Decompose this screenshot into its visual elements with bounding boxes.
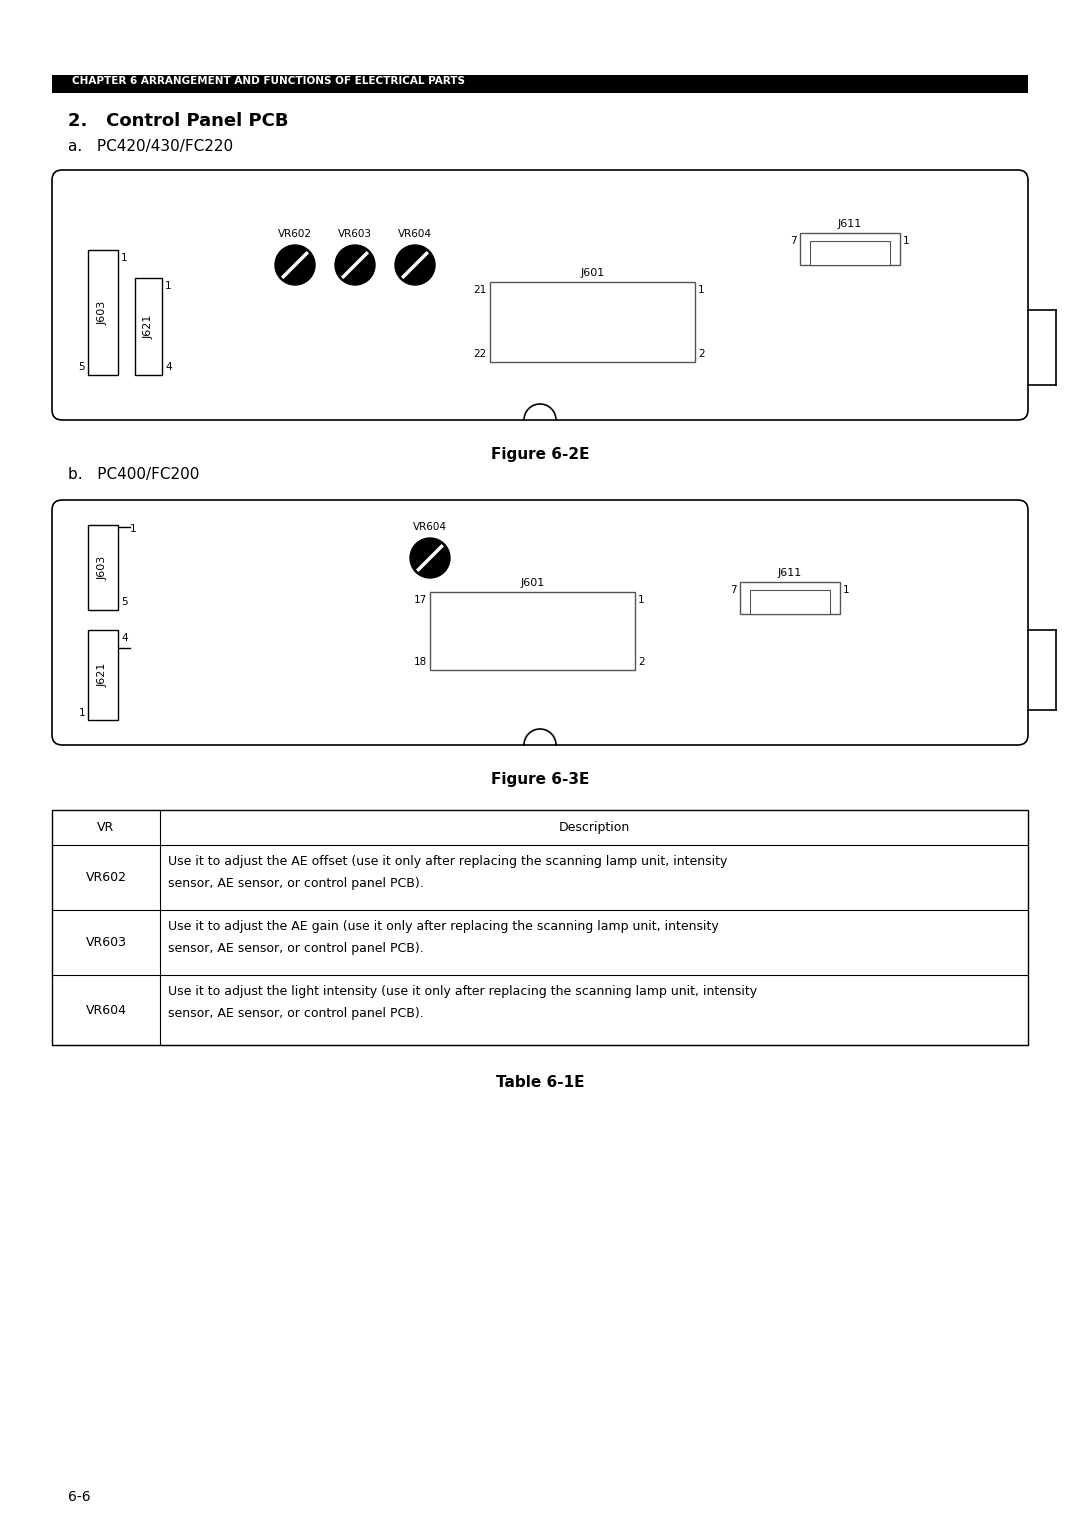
Text: 7: 7 (730, 585, 737, 594)
Text: Use it to adjust the AE gain (use it only after replacing the scanning lamp unit: Use it to adjust the AE gain (use it onl… (168, 920, 719, 934)
Circle shape (410, 538, 450, 578)
Text: 18: 18 (414, 657, 427, 668)
Circle shape (395, 244, 435, 286)
Text: VR604: VR604 (399, 229, 432, 238)
Text: 1: 1 (121, 254, 127, 263)
Text: VR: VR (97, 821, 114, 834)
Text: 1: 1 (130, 524, 137, 533)
Bar (740, 582, 840, 614)
Text: 1: 1 (903, 235, 909, 246)
Text: 17: 17 (414, 594, 427, 605)
FancyBboxPatch shape (52, 500, 1028, 746)
Text: a.   PC420/430/FC220: a. PC420/430/FC220 (68, 139, 233, 154)
Text: 5: 5 (121, 597, 127, 607)
Text: VR604: VR604 (85, 1004, 126, 1016)
Bar (800, 232, 900, 264)
Text: VR603: VR603 (338, 229, 372, 238)
Bar (135, 278, 162, 374)
Bar (87, 526, 118, 610)
Text: Table 6-1E: Table 6-1E (496, 1076, 584, 1089)
Bar (87, 251, 118, 374)
Text: 2: 2 (698, 348, 704, 359)
Text: 5: 5 (79, 362, 85, 371)
Text: CHAPTER 6 ARRANGEMENT AND FUNCTIONS OF ELECTRICAL PARTS: CHAPTER 6 ARRANGEMENT AND FUNCTIONS OF E… (72, 76, 465, 86)
Bar (87, 630, 118, 720)
Text: 2.   Control Panel PCB: 2. Control Panel PCB (68, 112, 288, 130)
FancyBboxPatch shape (52, 170, 1028, 420)
Text: J621: J621 (98, 663, 108, 688)
Text: 1: 1 (165, 281, 172, 290)
Text: VR603: VR603 (85, 937, 126, 949)
Text: J603: J603 (98, 301, 108, 324)
Bar (52, 810, 1028, 1045)
Text: sensor, AE sensor, or control panel PCB).: sensor, AE sensor, or control panel PCB)… (168, 877, 423, 889)
Bar (750, 590, 831, 614)
Text: sensor, AE sensor, or control panel PCB).: sensor, AE sensor, or control panel PCB)… (168, 941, 423, 955)
Text: 22: 22 (474, 348, 487, 359)
Text: Figure 6-2E: Figure 6-2E (490, 448, 590, 461)
Text: 2: 2 (638, 657, 645, 668)
Text: J621: J621 (144, 315, 153, 339)
Text: Description: Description (558, 821, 630, 834)
Text: 4: 4 (165, 362, 172, 371)
Text: 1: 1 (698, 286, 704, 295)
Text: 7: 7 (791, 235, 797, 246)
Circle shape (275, 244, 315, 286)
Text: J603: J603 (98, 555, 108, 579)
Text: J601: J601 (580, 267, 605, 278)
Text: VR602: VR602 (278, 229, 312, 238)
Text: VR604: VR604 (413, 523, 447, 532)
Bar (430, 591, 635, 669)
Text: Use it to adjust the AE offset (use it only after replacing the scanning lamp un: Use it to adjust the AE offset (use it o… (168, 856, 727, 868)
Text: Use it to adjust the light intensity (use it only after replacing the scanning l: Use it to adjust the light intensity (us… (168, 986, 757, 998)
Circle shape (335, 244, 375, 286)
Text: sensor, AE sensor, or control panel PCB).: sensor, AE sensor, or control panel PCB)… (168, 1007, 423, 1021)
Text: b.   PC400/FC200: b. PC400/FC200 (68, 468, 200, 481)
Bar (52, 75, 1028, 93)
Text: 1: 1 (638, 594, 645, 605)
Text: 6-6: 6-6 (68, 1490, 91, 1504)
Text: J611: J611 (838, 219, 862, 229)
Text: Figure 6-3E: Figure 6-3E (490, 772, 590, 787)
Bar (490, 283, 696, 362)
Text: VR602: VR602 (85, 871, 126, 885)
Text: 1: 1 (79, 707, 85, 718)
Bar (810, 241, 890, 264)
Text: J601: J601 (521, 578, 544, 588)
Text: J611: J611 (778, 568, 802, 578)
Text: 21: 21 (474, 286, 487, 295)
Text: 1: 1 (843, 585, 850, 594)
Text: 4: 4 (121, 633, 127, 643)
